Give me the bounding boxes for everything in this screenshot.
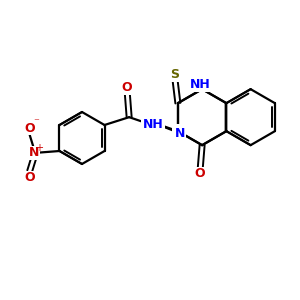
- Text: +: +: [35, 143, 43, 153]
- Text: NH: NH: [190, 78, 211, 91]
- Text: N: N: [173, 125, 183, 138]
- Text: NH: NH: [143, 118, 164, 131]
- Text: S: S: [170, 68, 179, 81]
- Text: O: O: [24, 122, 35, 134]
- Text: O: O: [122, 81, 133, 94]
- Text: N: N: [175, 127, 185, 140]
- Text: ⁻: ⁻: [33, 117, 39, 127]
- Text: N: N: [28, 146, 39, 160]
- Text: O: O: [24, 172, 35, 184]
- Text: O: O: [195, 167, 206, 180]
